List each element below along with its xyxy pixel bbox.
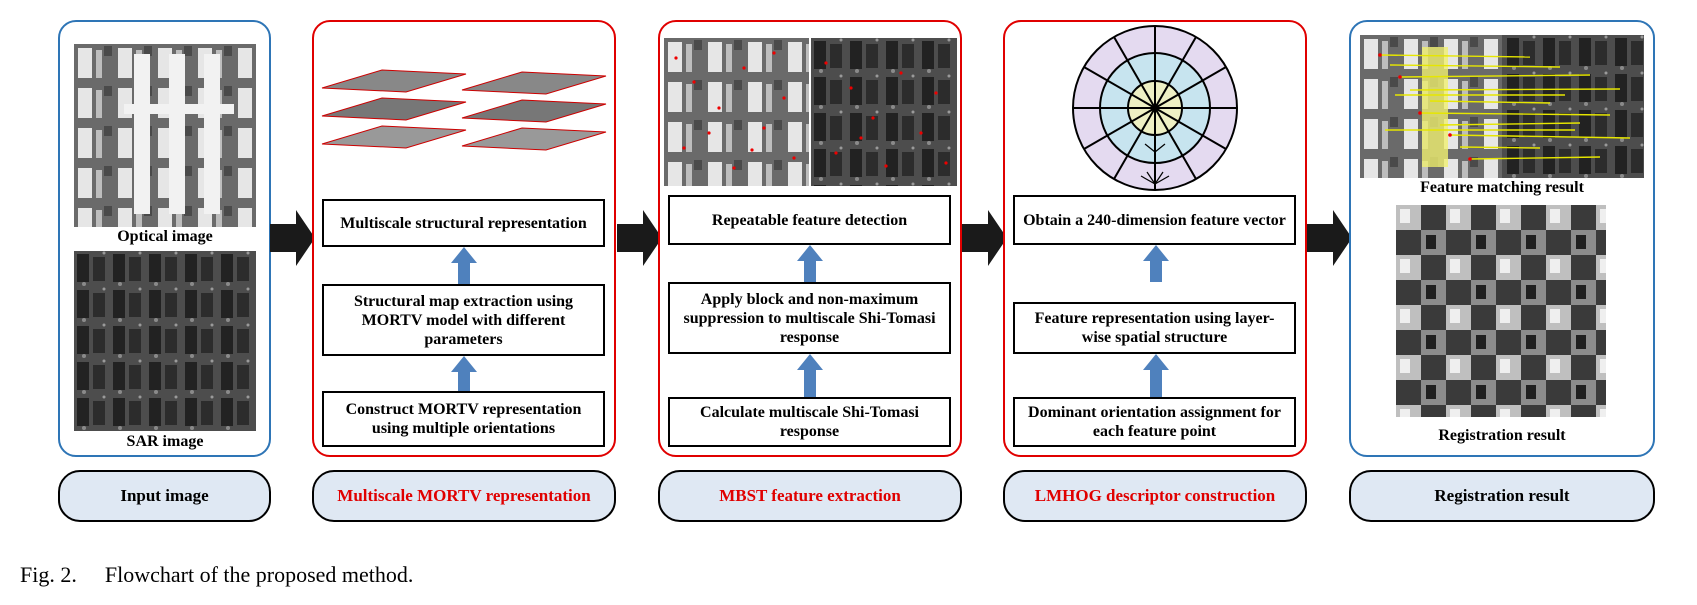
figure-number: Fig. 2. [20,562,77,587]
lmhog-box-dominant-orientation: Dominant orientation assignment for each… [1013,397,1296,447]
mortv-box-structural-map: Structural map extraction using MORTV mo… [322,284,605,356]
up-arrow-icon [1143,354,1169,397]
up-arrow-icon [451,356,477,391]
optical-image [74,44,256,227]
registration-checkerboard-image [1396,205,1606,417]
lmhog-box-240-dim: Obtain a 240-dimension feature vector [1013,195,1296,245]
up-arrow-icon [451,247,477,284]
sar-image-caption: SAR image [126,433,204,450]
mortv-box-multiscale-structural: Multiscale structural representation [322,199,605,247]
mortv-label: Multiscale MORTV representation [312,470,616,522]
flow-arrow-icon [962,210,1007,266]
flow-arrow-icon [270,210,315,266]
feature-matching-caption: Feature matching result [1420,179,1584,196]
registration-caption: Registration result [1438,427,1566,444]
lmhog-label: LMHOG descriptor construction [1003,470,1307,522]
mbst-optical-features-image [664,38,809,186]
log-polar-grid-icon [1072,25,1238,191]
multiscale-layers-image [321,69,607,151]
sar-image [74,251,256,431]
flow-arrow-icon [617,210,662,266]
mortv-box-construct: Construct MORTV representation using mul… [322,391,605,447]
registration-result-label: Registration result [1349,470,1655,522]
up-arrow-icon [1143,245,1169,282]
optical-image-caption: Optical image [117,228,213,245]
figure-caption: Fig. 2. Flowchart of the proposed method. [20,562,441,588]
up-arrow-icon [797,245,823,282]
flow-arrow-icon [1307,210,1352,266]
figure-caption-text: Flowchart of the proposed method. [104,562,414,587]
lmhog-box-layer-wise: Feature representation using layer-wise … [1013,302,1296,354]
up-arrow-icon [797,354,823,397]
mbst-sar-features-image [811,38,957,186]
input-image-label: Input image [58,470,271,522]
mbst-box-repeatable: Repeatable feature detection [668,195,951,245]
mbst-box-shi-tomasi: Calculate multiscale Shi-Tomasi response [668,397,951,447]
feature-matching-image [1360,35,1644,178]
mbst-box-block-nms: Apply block and non-maximum suppression … [668,282,951,354]
mbst-label: MBST feature extraction [658,470,962,522]
